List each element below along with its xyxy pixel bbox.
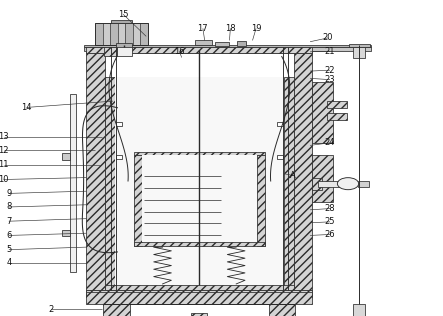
Bar: [294, 47, 312, 290]
Bar: [142, 155, 257, 242]
Bar: [118, 23, 125, 45]
Bar: [95, 23, 103, 45]
Text: 25: 25: [325, 217, 335, 226]
Bar: [215, 42, 229, 46]
Text: 20: 20: [323, 33, 333, 42]
Bar: [86, 290, 312, 297]
Bar: [353, 304, 365, 316]
Bar: [62, 230, 70, 236]
Bar: [104, 47, 117, 56]
Text: 7: 7: [6, 217, 12, 226]
Bar: [269, 304, 295, 316]
Bar: [103, 23, 110, 45]
Bar: [86, 47, 312, 53]
Text: 16: 16: [174, 47, 185, 56]
Text: 8: 8: [6, 203, 12, 211]
Bar: [125, 23, 132, 45]
Text: 4: 4: [6, 258, 12, 267]
Bar: [237, 41, 246, 46]
Bar: [191, 313, 207, 316]
Bar: [134, 152, 265, 155]
Bar: [312, 178, 322, 190]
Bar: [132, 23, 140, 45]
Bar: [95, 23, 148, 45]
Bar: [277, 122, 283, 126]
Bar: [86, 290, 312, 297]
Text: 15: 15: [118, 10, 128, 19]
Text: 24: 24: [325, 138, 335, 147]
Text: 12: 12: [0, 146, 9, 155]
Bar: [134, 155, 142, 246]
Bar: [70, 94, 76, 272]
Text: 22: 22: [325, 66, 335, 75]
Bar: [86, 47, 312, 53]
Ellipse shape: [338, 178, 359, 190]
Bar: [105, 77, 115, 290]
Text: 11: 11: [0, 161, 9, 169]
Text: 5: 5: [6, 245, 12, 254]
Text: 6: 6: [6, 231, 12, 240]
Text: 13: 13: [0, 132, 9, 141]
Bar: [111, 20, 132, 23]
Bar: [117, 47, 132, 56]
Bar: [257, 155, 265, 246]
Bar: [284, 77, 294, 290]
Text: 14: 14: [21, 103, 32, 112]
Bar: [358, 181, 369, 186]
Bar: [353, 47, 365, 58]
Bar: [115, 77, 284, 285]
Bar: [105, 285, 294, 290]
Bar: [84, 47, 371, 51]
Text: 9: 9: [6, 189, 12, 198]
Bar: [86, 47, 105, 290]
Bar: [312, 155, 333, 202]
Bar: [140, 23, 148, 45]
Bar: [62, 153, 70, 160]
Bar: [134, 242, 265, 246]
Bar: [327, 113, 347, 119]
Text: 19: 19: [251, 24, 261, 33]
Text: 28: 28: [325, 204, 335, 213]
Bar: [110, 23, 118, 45]
Bar: [103, 304, 130, 316]
Text: 17: 17: [198, 24, 208, 33]
Bar: [86, 292, 312, 304]
Bar: [327, 101, 347, 108]
Bar: [195, 40, 212, 45]
Bar: [318, 181, 342, 186]
Bar: [116, 155, 122, 159]
Bar: [349, 44, 370, 47]
Text: 26: 26: [325, 230, 335, 239]
Text: 23: 23: [325, 75, 335, 84]
Bar: [312, 82, 333, 143]
Text: A: A: [290, 171, 295, 180]
Bar: [277, 155, 283, 159]
Bar: [116, 43, 132, 48]
Text: 21: 21: [325, 47, 335, 56]
Bar: [116, 122, 122, 126]
Text: 18: 18: [225, 24, 236, 33]
Text: 10: 10: [0, 175, 9, 184]
Text: 2: 2: [48, 305, 54, 313]
Bar: [84, 45, 371, 47]
